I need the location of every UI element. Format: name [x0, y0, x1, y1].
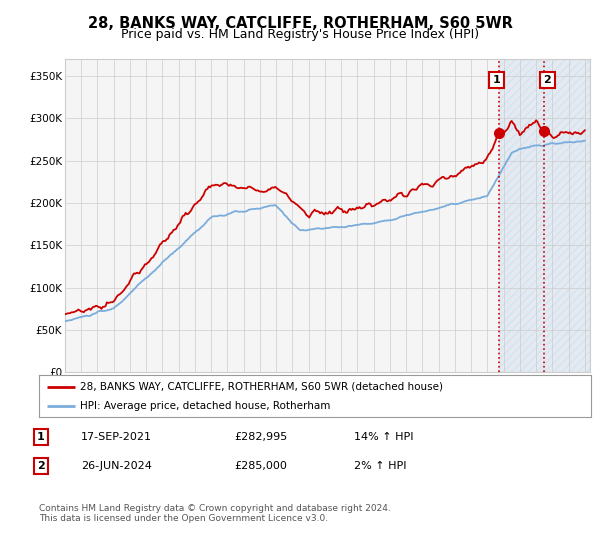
Text: 28, BANKS WAY, CATCLIFFE, ROTHERHAM, S60 5WR (detached house): 28, BANKS WAY, CATCLIFFE, ROTHERHAM, S60…	[80, 381, 443, 391]
Text: 1: 1	[493, 75, 500, 85]
Text: £282,995: £282,995	[234, 432, 287, 442]
Text: HPI: Average price, detached house, Rotherham: HPI: Average price, detached house, Roth…	[80, 401, 331, 411]
Text: £285,000: £285,000	[234, 461, 287, 471]
Text: 2: 2	[544, 75, 551, 85]
Bar	[499, 59, 590, 372]
Text: Contains HM Land Registry data © Crown copyright and database right 2024.
This d: Contains HM Land Registry data © Crown c…	[39, 504, 391, 524]
Text: 14% ↑ HPI: 14% ↑ HPI	[354, 432, 413, 442]
Text: 26-JUN-2024: 26-JUN-2024	[81, 461, 152, 471]
Text: 17-SEP-2021: 17-SEP-2021	[81, 432, 152, 442]
Text: 1: 1	[37, 432, 44, 442]
Text: 2: 2	[37, 461, 44, 471]
Text: 28, BANKS WAY, CATCLIFFE, ROTHERHAM, S60 5WR: 28, BANKS WAY, CATCLIFFE, ROTHERHAM, S60…	[88, 16, 512, 31]
Text: Price paid vs. HM Land Registry's House Price Index (HPI): Price paid vs. HM Land Registry's House …	[121, 28, 479, 41]
Text: 2% ↑ HPI: 2% ↑ HPI	[354, 461, 407, 471]
Bar	[499, 59, 590, 372]
